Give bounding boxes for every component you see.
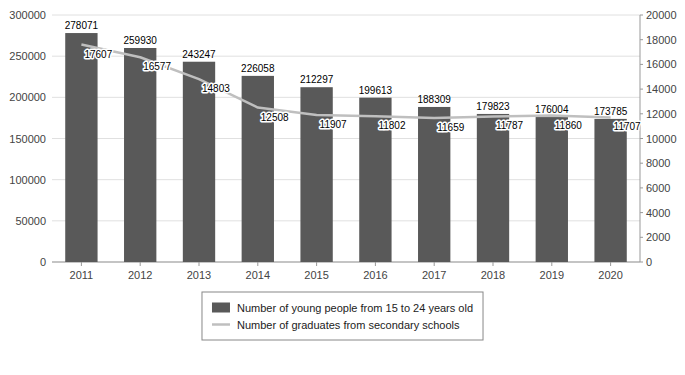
y-tick-label: 150000 — [9, 133, 46, 145]
x-tick-label: 2020 — [598, 269, 622, 281]
x-tick-label: 2016 — [363, 269, 387, 281]
y2-axis-line — [640, 15, 641, 262]
x-tick — [493, 262, 494, 266]
page: {"chart_data": {"type": "bar", "categori… — [0, 0, 685, 375]
line-label: 11659 — [437, 122, 465, 133]
x-tick — [140, 262, 141, 266]
line — [81, 45, 610, 118]
y-tick-label: 300000 — [9, 9, 46, 21]
x-tick — [434, 262, 435, 266]
bar — [536, 117, 568, 262]
x-tick — [316, 262, 317, 266]
bar-label: 278071 — [65, 20, 99, 31]
line-label: 16577 — [143, 61, 171, 72]
bar-label: 212297 — [300, 74, 334, 85]
y2-tick-label: 6000 — [646, 182, 670, 194]
legend-label: Number of young people from 15 to 24 yea… — [237, 302, 473, 314]
x-tick — [199, 262, 200, 266]
y-tick-label: 100000 — [9, 174, 46, 186]
x-tick — [551, 262, 552, 266]
y2-tick-label: 12000 — [646, 108, 677, 120]
bar — [65, 33, 97, 262]
y-tick-label: 250000 — [9, 50, 46, 62]
marks — [65, 33, 627, 262]
y2-tick-label: 16000 — [646, 58, 677, 70]
grid-line — [52, 15, 640, 16]
chart: 0 50000 100000 150000 200000 250000 300000 0 200… — [0, 0, 685, 375]
line-label: 11907 — [320, 119, 348, 130]
line-label: 12508 — [261, 112, 289, 123]
axes: 0 50000 100000 150000 200000 250000 300000 0 200… — [9, 9, 676, 281]
bar-label: 176004 — [535, 104, 569, 115]
x-tick-label: 2014 — [246, 269, 270, 281]
chart-container: 0 50000 100000 150000 200000 250000 300000 0 200… — [0, 0, 685, 375]
legend: Number of young people from 15 to 24 yea… — [202, 292, 483, 340]
x-tick — [610, 262, 611, 266]
grid — [52, 15, 640, 262]
line-label: 11707 — [614, 121, 642, 132]
legend-swatch — [212, 303, 230, 313]
x-tick-label: 2012 — [128, 269, 152, 281]
bar — [124, 48, 156, 262]
y-tick-label: 200000 — [9, 91, 46, 103]
x-tick — [375, 262, 376, 266]
bar-label: 226058 — [241, 63, 275, 74]
bar — [594, 119, 626, 262]
line-label: 14803 — [202, 83, 230, 94]
bar-label: 243247 — [182, 49, 216, 60]
y2-tick-label: 2000 — [646, 231, 670, 243]
x-tick-label: 2017 — [422, 269, 446, 281]
line-label: 17607 — [84, 49, 112, 60]
x-tick — [81, 262, 82, 266]
y-tick-label: 0 — [40, 256, 46, 268]
y-tick-label: 50000 — [15, 215, 46, 227]
bar-label: 259930 — [124, 35, 158, 46]
x-tick-label: 2018 — [481, 269, 505, 281]
legend-swatch — [212, 323, 230, 326]
line-label: 11787 — [496, 120, 524, 131]
y2-tick-label: 18000 — [646, 34, 677, 46]
bar — [477, 114, 509, 262]
bar-label: 188309 — [418, 94, 452, 105]
y2-tick-label: 0 — [646, 256, 652, 268]
y2-tick-label: 20000 — [646, 9, 677, 21]
y2-tick-label: 14000 — [646, 83, 677, 95]
x-tick-label: 2011 — [70, 269, 94, 281]
line-label: 11802 — [378, 120, 406, 131]
legend-box — [202, 292, 483, 340]
bar-label: 173785 — [594, 106, 628, 117]
legend-label: Number of graduates from secondary schoo… — [237, 319, 460, 331]
line-label: 11860 — [555, 120, 583, 131]
x-tick-label: 2019 — [540, 269, 564, 281]
y2-tick-label: 4000 — [646, 207, 670, 219]
x-tick-label: 2015 — [304, 269, 328, 281]
y2-tick-label: 8000 — [646, 157, 670, 169]
bar — [242, 76, 274, 262]
y2-tick-label: 10000 — [646, 133, 677, 145]
data-labels: 278071 259930 243247 226058 212297 199613 1883… — [65, 20, 641, 133]
x-tick-label: 2013 — [187, 269, 211, 281]
x-tick — [257, 262, 258, 266]
bar-label: 199613 — [359, 85, 393, 96]
bar-label: 179823 — [476, 101, 510, 112]
